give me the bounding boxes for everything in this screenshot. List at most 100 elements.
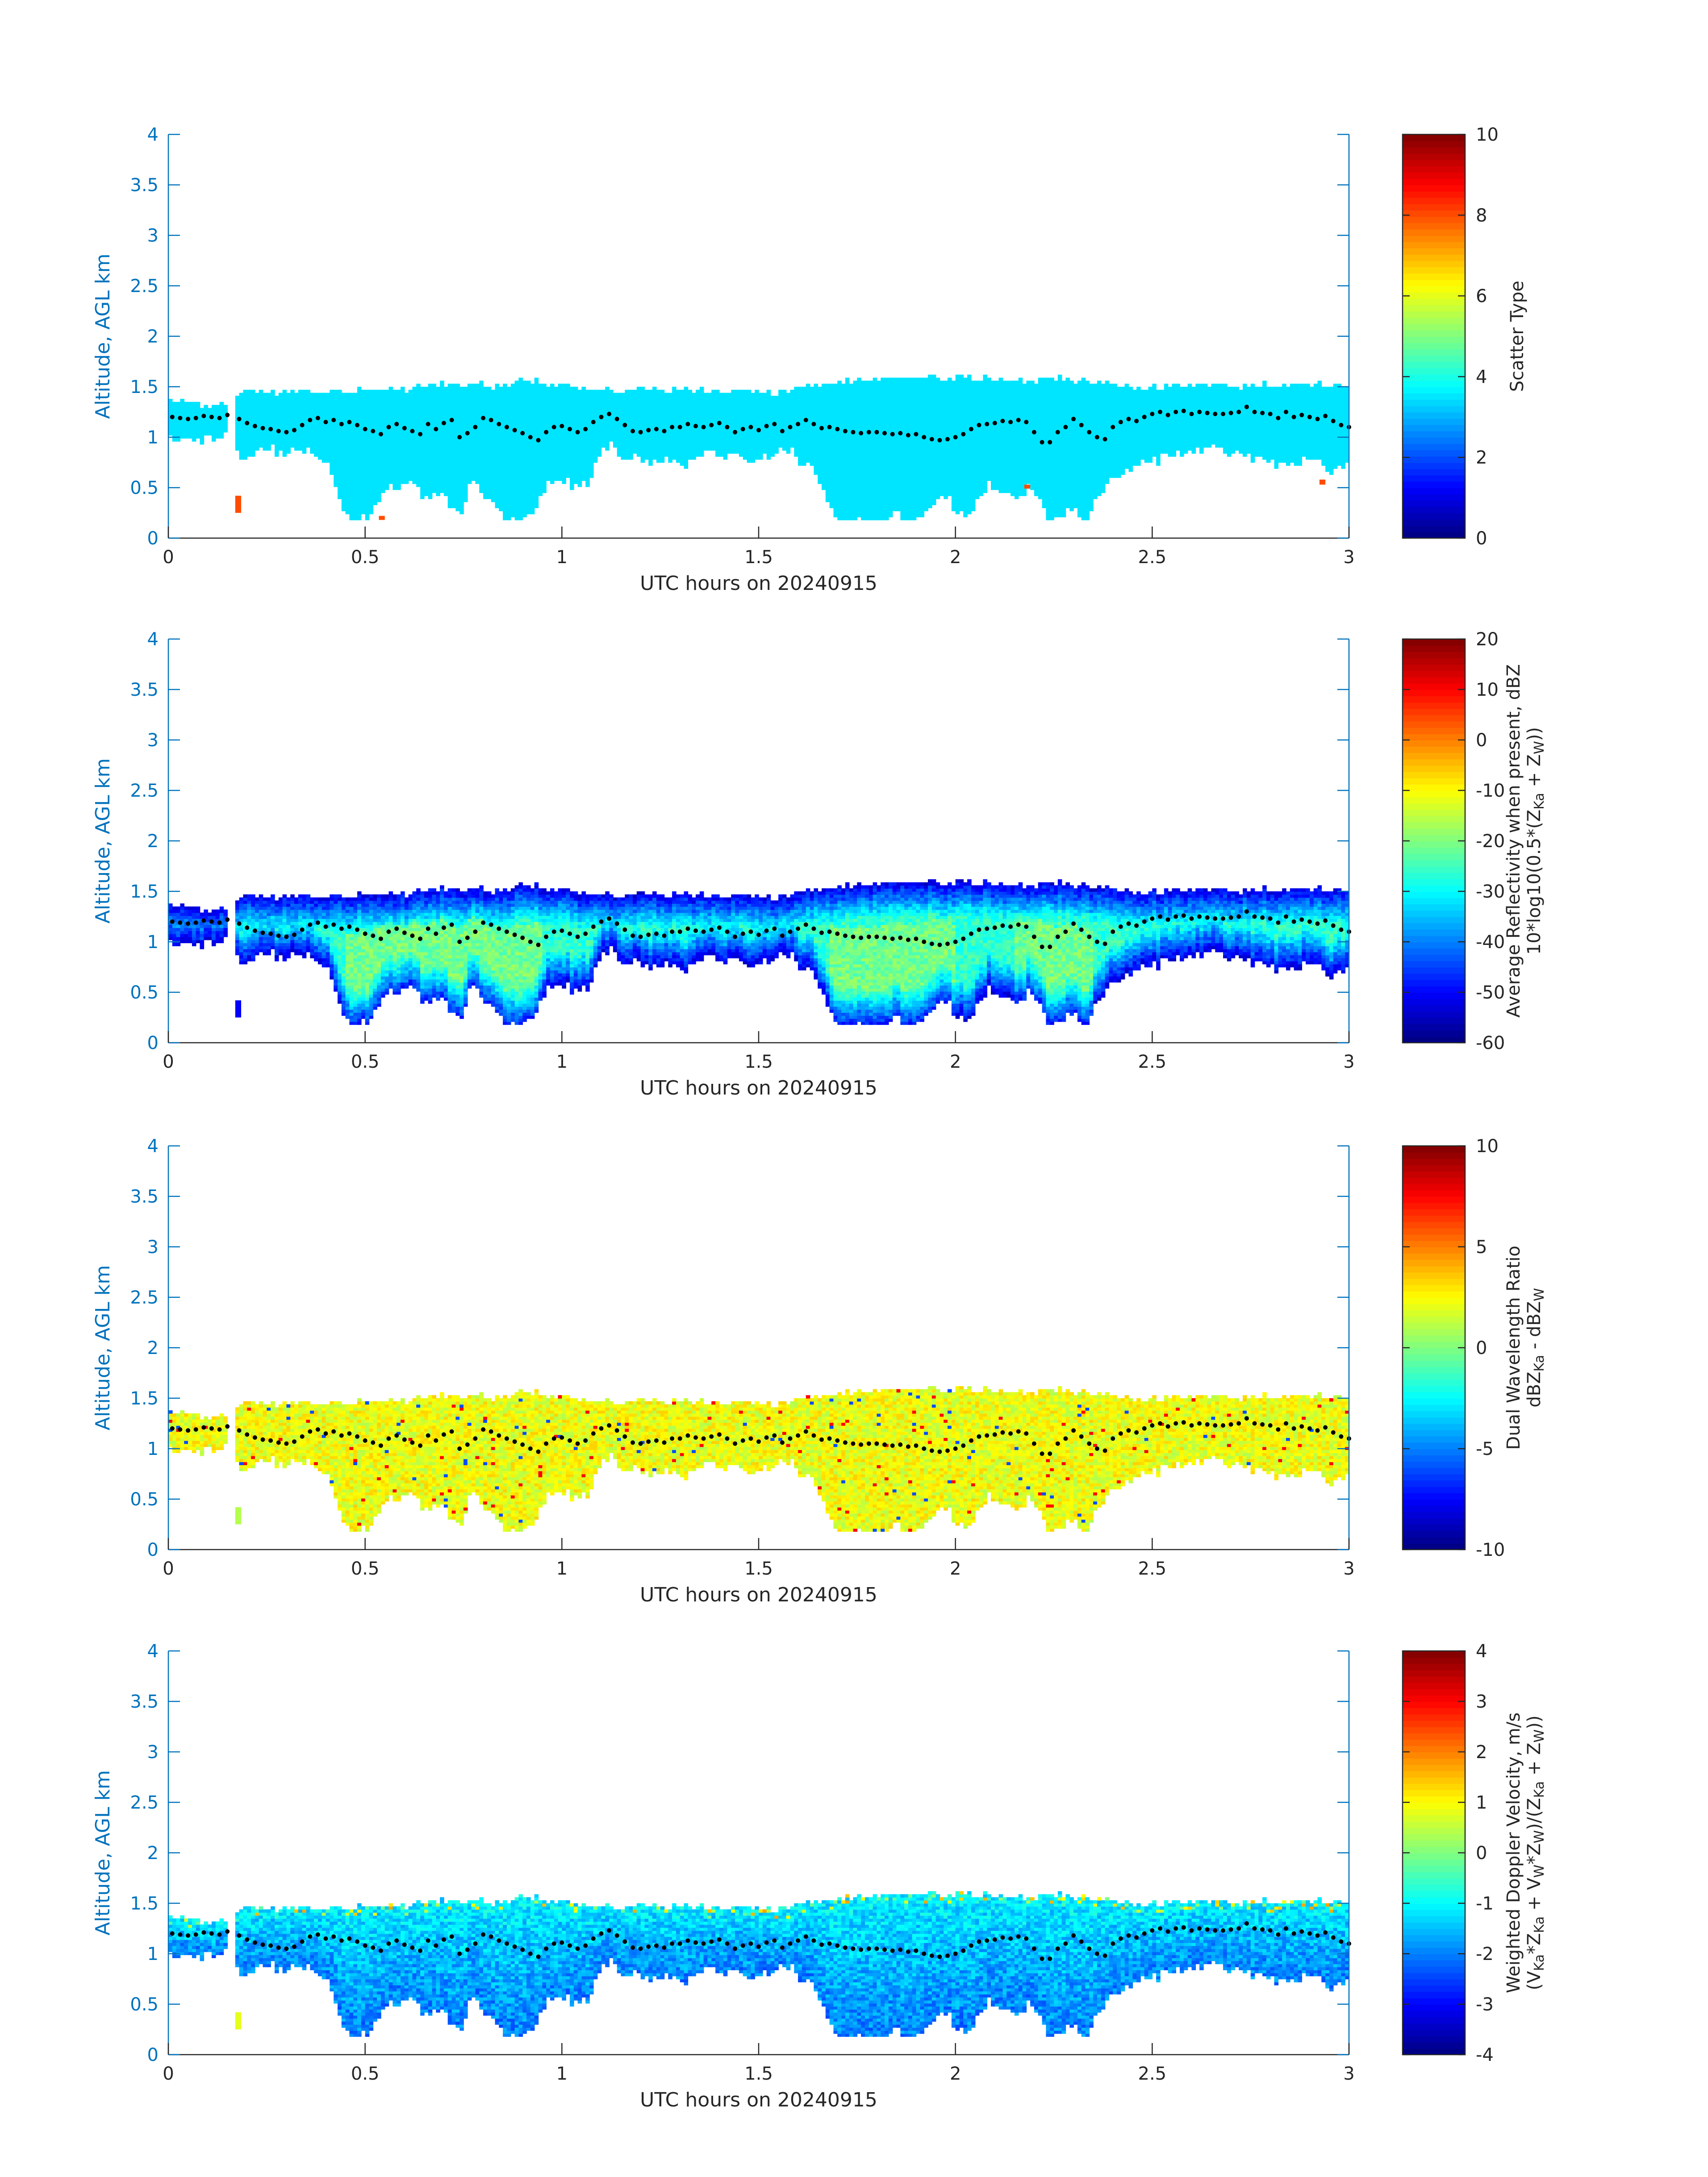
heatmap-cell — [585, 393, 590, 397]
heatmap-cell — [424, 456, 429, 460]
heatmap-cell — [542, 393, 547, 397]
heatmap-cell — [346, 481, 350, 484]
heatmap-cell — [605, 417, 610, 421]
heatmap-cell — [468, 477, 472, 481]
heatmap-cell — [409, 423, 413, 426]
heatmap-cell — [365, 468, 370, 472]
heatmap-cell — [373, 396, 377, 399]
heatmap-cell — [581, 477, 586, 481]
heatmap-cell — [570, 472, 574, 475]
heatmap-cell — [522, 493, 527, 496]
heatmap-cell — [511, 453, 515, 457]
heatmap-cell — [539, 487, 543, 490]
heatmap-cell — [326, 393, 330, 397]
heatmap-cell — [361, 411, 366, 414]
heatmap-cell — [184, 432, 188, 436]
heatmap-cell — [294, 405, 299, 409]
heatmap-cell — [511, 484, 515, 487]
heatmap-cell — [448, 472, 452, 475]
heatmap-cell — [609, 393, 614, 397]
heatmap-cell — [515, 484, 519, 487]
heatmap-cell — [499, 508, 503, 511]
heatmap-cell — [487, 405, 492, 409]
heatmap-cell — [259, 414, 263, 418]
heatmap-cell — [381, 456, 385, 460]
heatmap-cell — [581, 399, 586, 402]
heatmap-cell — [479, 447, 484, 451]
heatmap-cell — [283, 438, 287, 442]
heatmap-cell — [405, 423, 409, 426]
heatmap-cell — [464, 417, 468, 421]
heatmap-cell — [334, 432, 338, 436]
heatmap-cell — [436, 456, 440, 460]
heatmap-cell — [310, 411, 314, 414]
heatmap-cell — [361, 481, 366, 484]
heatmap-cell — [365, 393, 370, 397]
heatmap-cell — [310, 429, 314, 433]
heatmap-cell — [326, 396, 330, 399]
heatmap-cell — [518, 499, 523, 502]
heatmap-cell — [585, 463, 590, 466]
heatmap-cell — [251, 435, 255, 439]
heatmap-cell — [515, 396, 519, 399]
heatmap-cell — [535, 408, 539, 412]
heatmap-cell — [243, 453, 248, 457]
heatmap-cell — [263, 402, 267, 405]
heatmap-cell — [499, 453, 503, 457]
heatmap-cell — [220, 432, 224, 436]
heatmap-cell — [338, 426, 342, 430]
heatmap-cell — [503, 402, 507, 405]
heatmap-cell — [535, 387, 539, 390]
heatmap-cell — [306, 402, 311, 405]
heatmap-cell — [499, 414, 503, 418]
heatmap-cell — [448, 384, 452, 387]
heatmap-cell — [574, 472, 578, 475]
heatmap-cell — [503, 460, 507, 463]
heatmap-cell — [581, 438, 586, 442]
heatmap-cell — [459, 408, 464, 412]
heatmap-cell — [605, 447, 610, 451]
heatmap-cell — [286, 435, 291, 439]
heatmap-cell — [365, 408, 370, 412]
heatmap-cell — [444, 463, 448, 466]
heatmap-cell — [369, 408, 374, 412]
heatmap-cell — [617, 432, 622, 436]
heatmap-cell — [546, 402, 551, 405]
heatmap-cell — [605, 387, 610, 390]
heatmap-cell — [322, 447, 326, 451]
heatmap-cell — [420, 463, 425, 466]
heatmap-cell — [338, 390, 342, 393]
heatmap-cell — [267, 414, 271, 418]
heatmap-cell — [279, 417, 283, 421]
heatmap-cell — [468, 405, 472, 409]
heatmap-cell — [578, 468, 582, 472]
heatmap-cell — [377, 493, 381, 496]
heatmap-cell — [479, 456, 484, 460]
heatmap-cell — [180, 405, 184, 409]
heatmap-cell — [526, 411, 531, 414]
heatmap-cell — [416, 417, 421, 421]
heatmap-cell — [416, 414, 421, 418]
heatmap-cell — [468, 390, 472, 393]
heatmap-cell — [464, 438, 468, 442]
heatmap-cell — [322, 426, 326, 430]
heatmap-cell — [357, 456, 362, 460]
heatmap-cell — [326, 399, 330, 402]
heatmap-cell — [554, 411, 559, 414]
heatmap-cell — [542, 444, 547, 448]
heatmap-cell — [464, 396, 468, 399]
heatmap-cell — [444, 429, 448, 433]
heatmap-cell — [405, 475, 409, 478]
heatmap-cell — [428, 414, 433, 418]
heatmap-cell — [247, 432, 251, 436]
heatmap-cell — [526, 481, 531, 484]
heatmap-cell — [578, 441, 582, 445]
heatmap-cell — [515, 384, 519, 387]
heatmap-cell — [530, 508, 535, 511]
heatmap-cell — [172, 411, 177, 414]
heatmap-cell — [216, 420, 220, 424]
heatmap-cell — [342, 396, 346, 399]
heatmap-cell — [444, 493, 448, 496]
heatmap-cell — [349, 465, 354, 469]
heatmap-cell — [440, 387, 444, 390]
